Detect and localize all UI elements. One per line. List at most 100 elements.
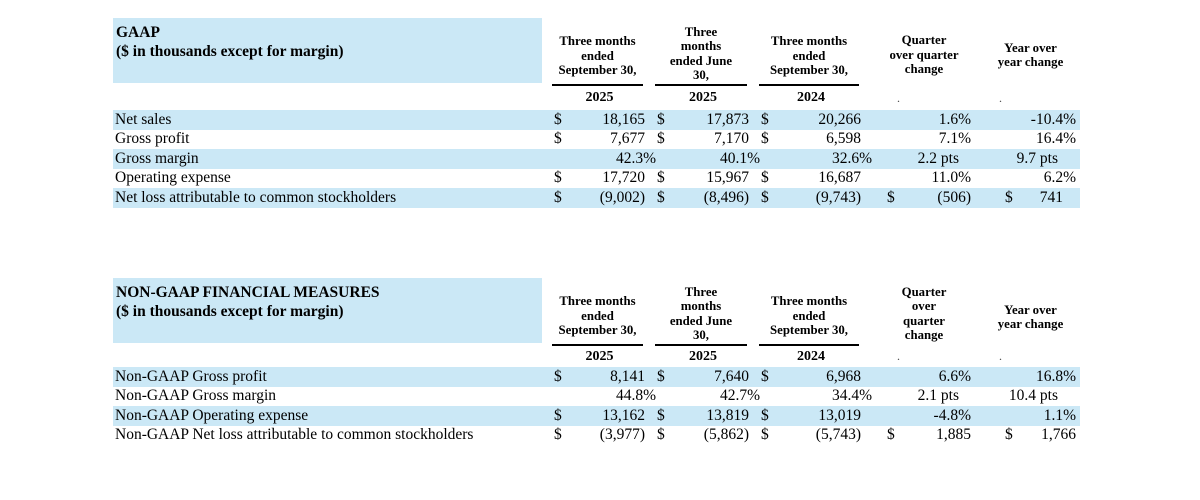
cell-value: 6.2%	[1043, 169, 1076, 187]
dollar-sign: $	[761, 188, 769, 206]
cell: $13,162	[548, 406, 651, 426]
year-label: 2024	[797, 348, 825, 364]
cell: $ (5,862)	[651, 426, 755, 446]
cell-value: 40.1%	[719, 149, 760, 167]
cell: 1.6%	[867, 110, 985, 130]
cell-value: 16,687	[818, 169, 861, 187]
column-header-q3-2025: Three months ended September 30,	[548, 278, 651, 346]
non-gaap-title-highlight: NON-GAAP FINANCIAL MEASURES ($ in thousa…	[113, 278, 542, 343]
dollar-sign: $	[761, 110, 769, 128]
cell: 2.1 pts	[867, 387, 985, 407]
dollar-sign: $	[761, 169, 769, 187]
cell-value: 15,967	[706, 169, 749, 187]
cell-value: (9,002)	[599, 188, 645, 206]
cell: 7.1%	[867, 130, 985, 150]
cell-value: 2.2 pts	[917, 149, 959, 167]
column-header-q3-2025: Three months ended September 30,	[548, 18, 651, 86]
row-label: Non-GAAP Gross margin	[115, 387, 277, 405]
cell-value: (8,496)	[703, 188, 749, 206]
cell-value: 8,141	[610, 367, 645, 385]
year-label: 2025	[585, 348, 614, 364]
cell-value: 7,677	[610, 130, 645, 148]
dollar-sign: $	[761, 367, 769, 385]
row-label: Operating expense	[115, 169, 231, 187]
column-header-qoq-change: Quarter over quarter change	[901, 284, 947, 343]
cell: 42.3%	[548, 149, 656, 169]
dollar-sign: $	[657, 110, 665, 128]
cell-value: 17,873	[706, 110, 749, 128]
cell-value: -10.4%	[1030, 110, 1076, 128]
row-label: Gross profit	[115, 130, 190, 148]
cell: $17,873	[651, 110, 755, 130]
table-title: NON-GAAP FINANCIAL MEASURES	[116, 284, 380, 301]
cell: $ (8,496)	[651, 188, 755, 208]
cell: 2.2 pts	[867, 149, 985, 169]
cell: $7,640	[651, 367, 755, 387]
column-header-q3-2024: Three months ended September 30,	[755, 18, 867, 86]
cell: $17,720	[548, 169, 651, 189]
dollar-sign: $	[657, 188, 665, 206]
column-header-qoq-change: Quarter over quarter change	[889, 33, 959, 77]
cell-value: 16.4%	[1035, 130, 1076, 148]
dollar-sign: $	[554, 169, 562, 187]
gaap-header-row: GAAP ($ in thousands except for margin) …	[113, 18, 1080, 86]
column-header-yoy-change: Year over year change	[997, 40, 1064, 70]
dollar-sign: $	[657, 130, 665, 148]
cell: 42.7%	[651, 387, 760, 407]
row-label: Net loss attributable to common stockhol…	[115, 188, 397, 206]
cell: $8,141	[548, 367, 651, 387]
cell: $7,677	[548, 130, 651, 150]
cell-value: 32.6%	[831, 149, 872, 167]
table-subtitle: ($ in thousands except for margin)	[116, 43, 344, 60]
year-label: 2025	[689, 348, 717, 364]
cell-value: 16.8%	[1035, 367, 1076, 385]
table-row-net-sales: Net sales $18,165 $17,873 $20,266 1.6% -…	[113, 110, 1080, 130]
cell: 6.6%	[867, 367, 985, 387]
gaap-title-block: GAAP ($ in thousands except for margin)	[113, 18, 548, 86]
non-gaap-header-row: NON-GAAP FINANCIAL MEASURES ($ in thousa…	[113, 278, 1080, 346]
dollar-sign: $	[761, 426, 769, 444]
cell-value: 11.0%	[931, 169, 971, 187]
cell: $13,019	[755, 406, 867, 426]
cell: 16.4%	[985, 130, 1080, 150]
dollar-sign: $	[761, 130, 769, 148]
cell-value: 20,266	[818, 110, 861, 128]
cell: 40.1%	[651, 149, 760, 169]
cell: 1.1%	[985, 406, 1080, 426]
non-gaap-years-row: 2025 2025 2024 . .	[113, 346, 1080, 367]
cell-value: 1,766	[1041, 426, 1076, 444]
cell: $ (506)	[867, 188, 985, 208]
cell-value: (3,977)	[599, 426, 645, 444]
cell-value: 7,640	[714, 367, 749, 385]
table-row-non-gaap-operating-expense: Non-GAAP Operating expense $13,162 $13,8…	[113, 406, 1080, 426]
row-label: Non-GAAP Gross profit	[115, 367, 267, 385]
dollar-sign: $	[554, 130, 562, 148]
table-row-non-gaap-gross-margin: Non-GAAP Gross margin 44.8% 42.7% 34.4% …	[113, 387, 1080, 407]
cell-value: 17,720	[602, 169, 645, 187]
table-row-non-gaap-gross-profit: Non-GAAP Gross profit $8,141 $7,640 $6,9…	[113, 367, 1080, 387]
cell: $1,766	[985, 426, 1080, 446]
cell-value: 6,598	[826, 130, 861, 148]
cell-value: 9.7 pts	[1016, 149, 1058, 167]
year-label: 2024	[797, 90, 825, 105]
cell-value: 6.6%	[938, 367, 971, 385]
cell-value: 2.1 pts	[917, 387, 959, 405]
cell: $13,819	[651, 406, 755, 426]
cell: $ (9,743)	[755, 188, 867, 208]
cell-value: 1,885	[936, 426, 971, 444]
row-label: Non-GAAP Net loss attributable to common…	[115, 426, 474, 444]
stray-dot: .	[897, 349, 900, 363]
table-subtitle: ($ in thousands except for margin)	[116, 303, 344, 320]
cell: -10.4%	[985, 110, 1080, 130]
cell-value: 7.1%	[938, 130, 971, 148]
row-label: Gross margin	[115, 149, 199, 167]
dollar-sign: $	[657, 406, 665, 424]
table-row-gross-profit: Gross profit $7,677 $7,170 $6,598 7.1% 1…	[113, 130, 1080, 150]
dollar-sign: $	[887, 188, 895, 206]
cell: $20,266	[755, 110, 867, 130]
cell: 11.0%	[867, 169, 985, 189]
cell-value: 42.7%	[719, 387, 760, 405]
non-gaap-title-block: NON-GAAP FINANCIAL MEASURES ($ in thousa…	[113, 278, 548, 346]
cell-value: 741	[1039, 188, 1063, 206]
